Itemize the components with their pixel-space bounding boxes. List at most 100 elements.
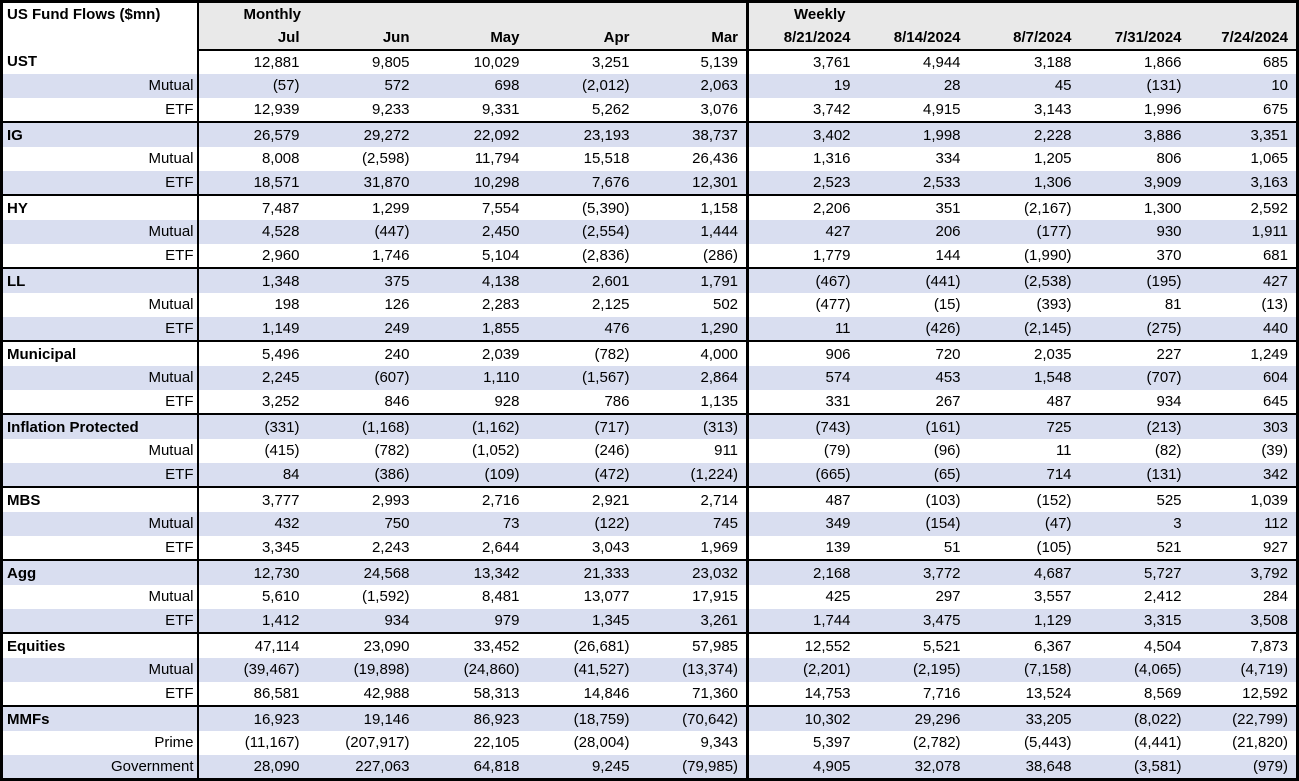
value-cell: 1,996 xyxy=(1079,98,1190,123)
value-cell: 1,791 xyxy=(637,267,748,293)
value-cell: 3 xyxy=(1079,511,1190,537)
value-cell: 5,496 xyxy=(197,340,308,366)
value-cell: 31,870 xyxy=(307,171,418,196)
value-cell: 2,450 xyxy=(417,219,528,245)
weekly-band-label: Weekly xyxy=(746,1,1298,26)
value-cell: (26,681) xyxy=(527,632,638,658)
value-cell: 12,730 xyxy=(197,559,308,585)
group-header-row-mbs: MBS 3,777 2,993 2,716 2,921 2,714 487 (103) (152… xyxy=(1,486,1298,512)
row-label: Mutual xyxy=(1,146,199,172)
value-cell: (131) xyxy=(1079,73,1190,99)
value-cell: (1,990) xyxy=(968,244,1080,269)
value-cell: (24,860) xyxy=(417,657,528,683)
value-cell: (2,167) xyxy=(968,194,1080,220)
value-cell: 342 xyxy=(1189,463,1298,488)
value-cell: 12,552 xyxy=(746,632,859,658)
value-cell: 3,508 xyxy=(1189,609,1298,634)
value-cell: (1,052) xyxy=(417,438,528,464)
value-cell: 12,301 xyxy=(637,171,748,196)
sub-row-mmfs: Prime (11,167) (207,917) 22,105 (28,004) 9,34… xyxy=(1,730,1298,756)
value-cell: 2,716 xyxy=(417,486,528,512)
value-cell: 440 xyxy=(1189,317,1298,342)
value-cell: (665) xyxy=(746,463,859,488)
value-cell: 26,436 xyxy=(637,146,748,172)
value-cell: 1,548 xyxy=(968,365,1080,391)
value-cell: 26,579 xyxy=(197,121,308,147)
value-cell: (131) xyxy=(1079,463,1190,488)
value-cell: 2,228 xyxy=(968,121,1080,147)
sub-row-inflation-protected: Mutual (415) (782) (1,052) (246) 911 (79) (96) 1… xyxy=(1,438,1298,464)
value-cell: 698 xyxy=(417,73,528,99)
value-cell: 5,610 xyxy=(197,584,308,610)
value-cell: 19 xyxy=(746,73,859,99)
value-cell: 10,298 xyxy=(417,171,528,196)
value-cell: (22,799) xyxy=(1189,705,1298,731)
value-cell: (13) xyxy=(1189,292,1298,318)
value-cell: 927 xyxy=(1189,536,1298,561)
value-cell: 1,866 xyxy=(1079,49,1190,74)
sub-row-ust: ETF 12,939 9,233 9,331 5,262 3,076 3,742 4,915 3… xyxy=(1,98,1298,123)
value-cell: 3,886 xyxy=(1079,121,1190,147)
table-title: US Fund Flows ($mn) xyxy=(1,1,199,50)
row-label: ETF xyxy=(1,536,199,561)
value-cell: 2,283 xyxy=(417,292,528,318)
value-cell: (1,567) xyxy=(527,365,638,391)
value-cell: 3,076 xyxy=(637,98,748,123)
value-cell: 5,262 xyxy=(527,98,638,123)
value-cell: 33,205 xyxy=(968,705,1080,731)
value-cell: 427 xyxy=(746,219,859,245)
value-cell: 2,243 xyxy=(307,536,418,561)
value-cell: (13,374) xyxy=(637,657,748,683)
table-body: UST 12,881 9,805 10,029 3,251 5,139 3,761 4,944… xyxy=(1,49,1298,780)
value-cell: 9,331 xyxy=(417,98,528,123)
value-cell: (3,581) xyxy=(1079,755,1190,780)
value-cell: (109) xyxy=(417,463,528,488)
value-cell: 1,149 xyxy=(197,317,308,342)
value-cell: 331 xyxy=(746,390,859,415)
value-cell: 11,794 xyxy=(417,146,528,172)
value-cell: 29,296 xyxy=(858,705,969,731)
value-cell: 11 xyxy=(968,438,1080,464)
value-cell: 303 xyxy=(1189,413,1298,439)
value-cell: 4,905 xyxy=(746,755,859,780)
value-cell: 84 xyxy=(197,463,308,488)
value-cell: (2,145) xyxy=(968,317,1080,342)
value-cell: (18,759) xyxy=(527,705,638,731)
value-cell: 714 xyxy=(968,463,1080,488)
value-cell: 2,601 xyxy=(527,267,638,293)
value-cell: 9,343 xyxy=(637,730,748,756)
row-label: ETF xyxy=(1,682,199,707)
value-cell: (5,390) xyxy=(527,194,638,220)
value-cell: 284 xyxy=(1189,584,1298,610)
column-header-row: Jul Jun May Apr Mar 8/21/2024 8/14/2024 8/7/202… xyxy=(2,25,1298,51)
value-cell: (246) xyxy=(527,438,638,464)
monthly-column-header: Jun xyxy=(307,25,418,51)
value-cell: 2,714 xyxy=(637,486,748,512)
value-cell: (717) xyxy=(527,413,638,439)
value-cell: 23,032 xyxy=(637,559,748,585)
value-cell: (21,820) xyxy=(1189,730,1298,756)
value-cell: 349 xyxy=(746,511,859,537)
value-cell: (79) xyxy=(746,438,859,464)
value-cell: 7,873 xyxy=(1189,632,1298,658)
value-cell: (415) xyxy=(197,438,308,464)
value-cell: 3,351 xyxy=(1189,121,1298,147)
weekly-column-header: 7/31/2024 xyxy=(1079,25,1190,51)
value-cell: 21,333 xyxy=(527,559,638,585)
sub-row-ig: Mutual 8,008 (2,598) 11,794 15,518 26,436 1,31… xyxy=(1,146,1298,172)
value-cell: (1,162) xyxy=(417,413,528,439)
value-cell: 23,090 xyxy=(307,632,418,658)
group-header-row-ig: IG 26,579 29,272 22,092 23,193 38,737 3,402 1,9… xyxy=(1,121,1298,147)
value-cell: (70,642) xyxy=(637,705,748,731)
weekly-column-header: 7/24/2024 xyxy=(1189,25,1298,51)
value-cell: (122) xyxy=(527,511,638,537)
value-cell: (2,195) xyxy=(858,657,969,683)
value-cell: 297 xyxy=(858,584,969,610)
value-cell: 13,077 xyxy=(527,584,638,610)
value-cell: 2,245 xyxy=(197,365,308,391)
group-label: Inflation Protected xyxy=(1,413,199,439)
value-cell: 42,988 xyxy=(307,682,418,707)
value-cell: 3,761 xyxy=(746,49,859,74)
value-cell: (331) xyxy=(197,413,308,439)
